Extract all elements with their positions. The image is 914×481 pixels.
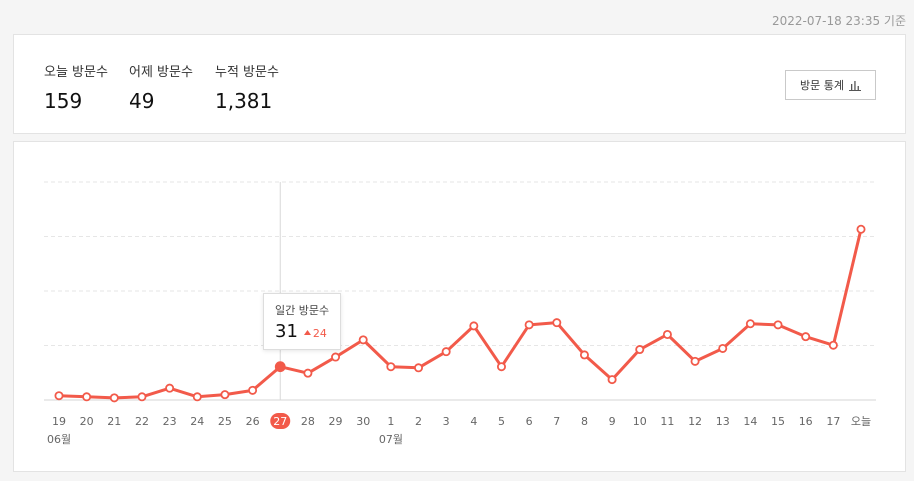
- x-tick-label: 7: [553, 415, 560, 428]
- x-tick-label: 23: [163, 415, 177, 428]
- data-point: [579, 350, 589, 360]
- visit-statistics-button-label: 방문 통계: [800, 79, 844, 92]
- bar-chart-icon: [848, 80, 861, 91]
- total-visits: 누적 방문수 1,381: [215, 61, 279, 113]
- x-tick-label: 15: [771, 415, 785, 428]
- data-point: [690, 356, 700, 366]
- data-point: [552, 318, 562, 328]
- month-label: 06월: [47, 433, 71, 446]
- visit-statistics-button[interactable]: 방문 통계: [785, 70, 876, 100]
- data-point: [607, 375, 617, 385]
- x-tick-label: 3: [443, 415, 450, 428]
- data-point: [303, 368, 313, 378]
- data-point: [828, 340, 838, 350]
- data-point: [109, 393, 119, 403]
- visitor-stats-card: 오늘 방문수 159 어제 방문수 49 누적 방문수 1,381 방문 통계: [13, 34, 906, 134]
- data-point: [248, 385, 258, 395]
- x-tick-label: 14: [743, 415, 757, 428]
- data-point: [358, 335, 368, 345]
- data-point: [54, 391, 64, 401]
- yesterday-visits-value: 49: [129, 89, 155, 113]
- data-point: [192, 392, 202, 402]
- daily-visits-chart-card: 19 20 21 22 23 24 25 26 27 28 29 30 1 2 3 4 5 6 7 8 9 10 11 12 1…: [13, 141, 906, 472]
- x-tick-label: 1: [387, 415, 394, 428]
- month-label: 07월: [379, 433, 403, 446]
- data-point: [165, 383, 175, 393]
- x-tick-label: 13: [716, 415, 730, 428]
- x-tick-label: 29: [329, 415, 343, 428]
- x-tick-label: 19: [52, 415, 66, 428]
- data-point: [718, 343, 728, 353]
- today-visits: 오늘 방문수 159: [44, 61, 108, 113]
- tooltip-title: 일간 방문수: [275, 304, 330, 317]
- data-point: [496, 362, 506, 372]
- data-point: [331, 352, 341, 362]
- data-point: [82, 392, 92, 402]
- x-tick-label: 26: [246, 415, 260, 428]
- yesterday-visits-label: 어제 방문수: [129, 65, 193, 80]
- x-tick-label: 21: [107, 415, 121, 428]
- triangle-up-icon: [303, 330, 311, 335]
- data-point: [745, 319, 755, 329]
- series-line: [58, 228, 863, 400]
- tooltip-diff-value: 24: [312, 327, 327, 340]
- x-tick-label: 27: [273, 415, 287, 428]
- data-point: [801, 332, 811, 342]
- data-point: [274, 361, 286, 373]
- total-visits-label: 누적 방문수: [215, 65, 279, 80]
- chart-tooltip: 일간 방문수 31 24: [263, 293, 341, 350]
- tooltip-value: 31: [275, 321, 298, 342]
- data-point: [386, 362, 396, 372]
- x-tick-label: 25: [218, 415, 232, 428]
- x-tick-label: 4: [470, 415, 477, 428]
- x-tick-label: 20: [80, 415, 94, 428]
- data-point: [856, 224, 866, 234]
- data-point: [137, 392, 147, 402]
- data-point: [662, 329, 672, 339]
- data-point: [773, 320, 783, 330]
- x-tick-label: 5: [498, 415, 505, 428]
- x-tick-label: 12: [688, 415, 702, 428]
- x-tick-label: 30: [356, 415, 370, 428]
- x-tick-label: 24: [190, 415, 204, 428]
- x-tick-label: 10: [633, 415, 647, 428]
- timestamp: 2022-07-18 23:35 기준: [771, 14, 906, 28]
- x-tick-label: 8: [581, 415, 588, 428]
- data-point: [469, 321, 479, 331]
- today-visits-label: 오늘 방문수: [44, 65, 108, 80]
- x-tick-label: 오늘: [851, 415, 871, 428]
- data-point: [414, 363, 424, 373]
- highlight-tick-badge: [270, 413, 291, 429]
- today-visits-value: 159: [44, 89, 83, 113]
- data-point: [441, 347, 451, 357]
- x-tick-label: 11: [660, 415, 674, 428]
- x-tick-label: 2: [415, 415, 422, 428]
- data-point: [524, 320, 534, 330]
- data-point: [635, 345, 645, 355]
- x-tick-label: 6: [526, 415, 533, 428]
- daily-visits-chart: 19 20 21 22 23 24 25 26 27 28 29 30 1 2 3 4 5 6 7 8 9 10 11 12 1…: [44, 181, 876, 446]
- x-tick-label: 22: [135, 415, 149, 428]
- x-tick-label: 17: [826, 415, 840, 428]
- tooltip-diff: 24: [303, 327, 327, 340]
- x-tick-label: 16: [799, 415, 813, 428]
- x-tick-label: 28: [301, 415, 315, 428]
- x-tick-label: 9: [609, 415, 616, 428]
- yesterday-visits: 어제 방문수 49: [129, 61, 193, 113]
- data-point: [220, 390, 230, 400]
- total-visits-value: 1,381: [215, 89, 273, 113]
